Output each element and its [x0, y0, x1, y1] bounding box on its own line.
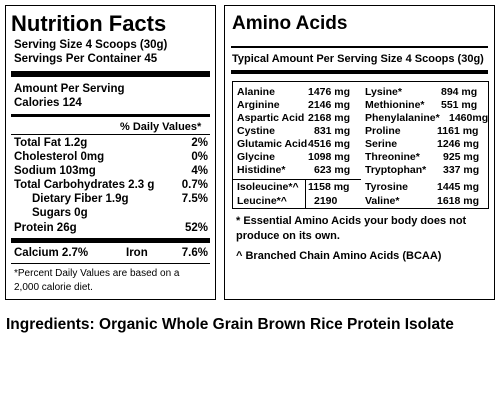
nutrient-dv: 52%: [184, 222, 208, 234]
amino-title-divider: [231, 46, 488, 48]
amino-thick-divider: [231, 70, 488, 74]
amino-name: Arginine: [237, 99, 280, 111]
thin-divider: [11, 134, 210, 135]
iron-value: 7.6%: [181, 247, 208, 259]
ingredients-line: Ingredients: Organic Whole Grain Brown R…: [6, 316, 454, 333]
amino-amount: 551 mg: [441, 99, 478, 111]
amino-amount: 894 mg: [441, 86, 478, 98]
nutrient-label: Protein 26g: [14, 222, 77, 234]
thin-divider: [11, 263, 210, 264]
calories: Calories 124: [14, 97, 82, 109]
nutrient-label: Sodium 103mg: [14, 165, 96, 177]
amino-name: Threonine*: [365, 151, 420, 163]
amino-amount: 337 mg: [443, 164, 480, 176]
calcium: Calcium 2.7%: [14, 247, 89, 259]
footnote-line1: *Percent Daily Values are based on a: [14, 268, 180, 279]
amino-name: Methionine*: [365, 99, 425, 111]
nutrient-dv: 0%: [191, 151, 208, 163]
nutrient-label: Cholesterol 0mg: [14, 151, 105, 163]
footnote-line2: 2,000 calorie diet.: [14, 282, 93, 293]
nutrition-title: Nutrition Facts: [11, 11, 167, 36]
thick-divider: [11, 71, 210, 77]
amino-amount: 4516 mg: [308, 138, 351, 150]
thick-divider: [11, 238, 210, 243]
nutrient-dv: 7.5%: [181, 193, 208, 205]
medium-divider: [11, 114, 210, 117]
amino-name: Tyrosine: [365, 181, 408, 193]
amino-amount: 2190: [314, 195, 338, 207]
amino-amount: 1158 mg: [308, 181, 350, 193]
amino-amount: 1246 mg: [437, 138, 480, 150]
amino-amount: 1445 mg: [437, 181, 480, 193]
amino-name: Aspartic Acid: [237, 112, 305, 124]
amino-name: Lysine*: [365, 86, 402, 98]
amino-acids-panel: Amino Acids Typical Amount Per Serving S…: [224, 5, 495, 300]
amino-amount: 1098 mg: [308, 151, 351, 163]
amino-amount: 925 mg: [443, 151, 480, 163]
iron-label: Iron: [126, 247, 148, 259]
amino-amount: 2168 mg: [308, 112, 351, 124]
amino-name: Serine: [365, 138, 398, 150]
nutrient-label: Total Fat 1.2g: [14, 137, 88, 149]
amino-amount: 1618 mg: [437, 195, 480, 207]
amino-title: Amino Acids: [232, 13, 348, 34]
bcaa-divider: [233, 179, 361, 180]
amino-name: Cystine: [237, 125, 275, 137]
nutrient-dv: 2%: [191, 137, 208, 149]
essential-note-line1: * Essential Amino Acids your body does n…: [236, 215, 467, 227]
serving-size: Serving Size 4 Scoops (30g): [14, 39, 168, 51]
nutrient-dv: 4%: [191, 165, 208, 177]
nutrient-label: Total Carbohydrates 2.3 g: [14, 179, 155, 191]
amino-amount: 623 mg: [314, 164, 351, 176]
amino-amount: 831 mg: [314, 125, 351, 137]
nutrition-facts-panel: Nutrition Facts Serving Size 4 Scoops (3…: [5, 5, 216, 300]
nutrient-label: Sugars 0g: [32, 207, 88, 219]
amino-amount: 1460mg: [449, 112, 489, 124]
amino-name: Histidine*: [237, 164, 286, 176]
amino-name: Glycine: [237, 151, 275, 163]
amino-name: Isoleucine*^: [237, 181, 299, 193]
amino-name: Phenylalanine*: [365, 112, 440, 124]
servings-per-container: Servings Per Container 45: [14, 53, 158, 65]
amino-amount: 2146 mg: [308, 99, 351, 111]
amino-name: Valine*: [365, 195, 400, 207]
amino-name: Leucine*^: [237, 195, 287, 207]
amino-amount: 1161 mg: [437, 125, 479, 137]
amino-acid-table: Alanine 1476 mg Arginine 2146 mg Asparti…: [232, 81, 489, 209]
amino-subtitle: Typical Amount Per Serving Size 4 Scoops…: [232, 53, 484, 65]
amino-name: Tryptophan*: [365, 164, 427, 176]
daily-values-header: % Daily Values*: [120, 121, 202, 133]
nutrient-label: Dietary Fiber 1.9g: [32, 193, 129, 205]
amino-name: Proline: [365, 125, 401, 137]
amino-name: Alanine: [237, 86, 275, 98]
amino-amount: 1476 mg: [308, 86, 351, 98]
amino-name: Glutamic Acid: [237, 138, 308, 150]
essential-note-line2: produce on its own.: [236, 230, 340, 242]
bcaa-divider-vertical: [305, 179, 306, 209]
amount-per-serving: Amount Per Serving: [14, 83, 125, 95]
nutrient-dv: 0.7%: [181, 179, 208, 191]
bcaa-note: ^ Branched Chain Amino Acids (BCAA): [236, 250, 442, 262]
